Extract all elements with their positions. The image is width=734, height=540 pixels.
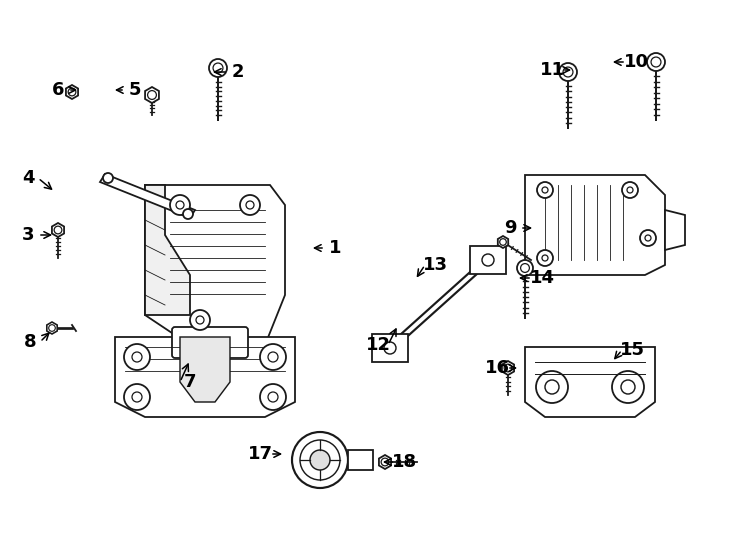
Polygon shape <box>379 455 391 469</box>
Text: 5: 5 <box>128 81 141 99</box>
Polygon shape <box>498 236 508 248</box>
Polygon shape <box>525 175 665 275</box>
Polygon shape <box>47 322 57 334</box>
Text: 9: 9 <box>504 219 516 237</box>
Text: 11: 11 <box>539 61 564 79</box>
Polygon shape <box>180 337 230 402</box>
Polygon shape <box>115 337 295 417</box>
Circle shape <box>292 432 348 488</box>
Circle shape <box>517 260 533 276</box>
Polygon shape <box>145 87 159 103</box>
Text: 10: 10 <box>623 53 649 71</box>
Bar <box>372 334 408 362</box>
Text: 16: 16 <box>484 359 509 377</box>
Text: 15: 15 <box>619 341 644 359</box>
Bar <box>470 246 506 274</box>
Circle shape <box>103 173 113 183</box>
Text: 6: 6 <box>52 81 65 99</box>
Polygon shape <box>66 85 78 99</box>
Circle shape <box>170 195 190 215</box>
Polygon shape <box>52 223 64 237</box>
Text: 2: 2 <box>232 63 244 81</box>
Text: 3: 3 <box>22 226 34 244</box>
Polygon shape <box>100 174 195 218</box>
Text: 8: 8 <box>23 333 36 351</box>
Circle shape <box>124 344 150 370</box>
Circle shape <box>537 250 553 266</box>
Circle shape <box>384 342 396 354</box>
Circle shape <box>640 230 656 246</box>
Circle shape <box>209 59 227 77</box>
Circle shape <box>537 182 553 198</box>
Polygon shape <box>525 347 655 417</box>
Polygon shape <box>665 210 685 250</box>
Circle shape <box>183 209 193 219</box>
Circle shape <box>310 450 330 470</box>
Text: 1: 1 <box>329 239 341 257</box>
Bar <box>348 450 373 470</box>
Text: 18: 18 <box>393 453 418 471</box>
Text: 12: 12 <box>366 336 390 354</box>
Text: 13: 13 <box>423 256 448 274</box>
FancyBboxPatch shape <box>172 327 248 358</box>
Text: 14: 14 <box>529 269 554 287</box>
Circle shape <box>622 182 638 198</box>
Circle shape <box>124 384 150 410</box>
Circle shape <box>260 384 286 410</box>
Circle shape <box>647 53 665 71</box>
Polygon shape <box>145 185 190 315</box>
Circle shape <box>190 310 210 330</box>
Text: 7: 7 <box>184 373 196 391</box>
Circle shape <box>482 254 494 266</box>
Circle shape <box>260 344 286 370</box>
Circle shape <box>536 371 568 403</box>
Circle shape <box>612 371 644 403</box>
Circle shape <box>240 195 260 215</box>
Polygon shape <box>502 361 514 375</box>
Text: 17: 17 <box>247 445 272 463</box>
Text: 4: 4 <box>22 169 34 187</box>
Polygon shape <box>145 185 285 345</box>
Circle shape <box>559 63 577 81</box>
